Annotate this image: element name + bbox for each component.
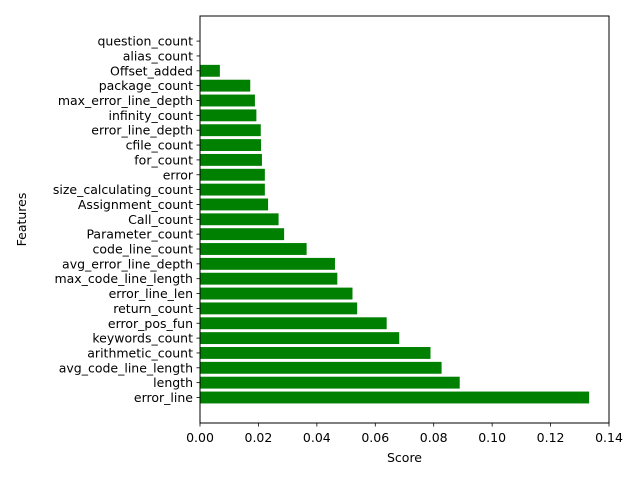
- bar-for_count: [200, 153, 262, 166]
- x-axis-ticks: 0.00 0.02 0.04 0.06 0.08 0.10 0.12 0.14: [186, 423, 623, 445]
- y-tick-label: max_code_line_length: [54, 271, 193, 286]
- y-tick-label: length: [153, 375, 193, 390]
- y-tick-label: arithmetic_count: [87, 345, 193, 360]
- bar-Assignment_count: [200, 198, 269, 211]
- x-tick-label: 0.02: [245, 430, 273, 445]
- y-tick-label: size_calculating_count: [53, 182, 193, 197]
- y-tick-label: error: [163, 167, 194, 182]
- bar-arithmetic_count: [200, 347, 431, 359]
- y-tick-label: code_line_count: [93, 242, 194, 257]
- y-tick-label: error_line_depth: [91, 123, 193, 138]
- x-tick-label: 0.00: [186, 430, 214, 445]
- x-tick-label: 0.08: [420, 430, 448, 445]
- bar-error: [200, 168, 265, 181]
- y-tick-label: Offset_added: [110, 63, 193, 78]
- bar-return_count: [200, 302, 358, 315]
- y-axis-ticks: error_linelengthavg_code_line_lengtharit…: [53, 34, 200, 405]
- y-tick-label: error_pos_fun: [108, 316, 193, 331]
- bar-infinity_count: [200, 109, 257, 122]
- y-tick-label: cfile_count: [126, 138, 194, 153]
- x-axis-label: Score: [387, 450, 422, 465]
- bar-Offset_added: [200, 64, 220, 77]
- bar-error_line_len: [200, 287, 353, 300]
- x-tick-label: 0.06: [361, 430, 389, 445]
- bar-keywords_count: [200, 332, 400, 345]
- y-tick-label: Assignment_count: [78, 197, 193, 212]
- x-tick-label: 0.04: [303, 430, 331, 445]
- y-tick-label: max_error_line_depth: [58, 93, 193, 108]
- y-tick-label: package_count: [99, 78, 193, 93]
- bar-error_line_depth: [200, 124, 261, 137]
- bar-cfile_count: [200, 139, 262, 151]
- bar-Parameter_count: [200, 228, 285, 241]
- x-tick-label: 0.14: [595, 430, 623, 445]
- bar-size_calculating_count: [200, 183, 265, 196]
- y-tick-label: keywords_count: [92, 331, 193, 346]
- y-tick-label: avg_error_line_depth: [62, 256, 193, 271]
- bar-length: [200, 376, 460, 389]
- plot-frame: [199, 15, 610, 424]
- y-tick-label: for_count: [134, 152, 193, 167]
- y-tick-label: Parameter_count: [86, 227, 193, 242]
- bar-Call_count: [200, 213, 279, 226]
- y-tick-label: Call_count: [128, 212, 193, 227]
- y-tick-label: error_line: [134, 390, 193, 405]
- bar-avg_error_line_depth: [200, 257, 335, 270]
- y-tick-label: error_line_len: [109, 286, 193, 301]
- bar-max_error_line_depth: [200, 94, 255, 107]
- y-axis-label: Features: [14, 193, 29, 247]
- bar-error_line: [200, 391, 590, 404]
- bars-group: [200, 64, 590, 404]
- y-tick-label: avg_code_line_length: [59, 360, 193, 375]
- bar-avg_code_line_length: [200, 361, 442, 374]
- y-tick-label: return_count: [113, 301, 193, 316]
- y-tick-label: alias_count: [123, 48, 193, 63]
- y-tick-label: infinity_count: [109, 108, 194, 123]
- bar-max_code_line_length: [200, 272, 338, 285]
- bar-error_pos_fun: [200, 317, 387, 330]
- bar-code_line_count: [200, 243, 307, 255]
- bar-package_count: [200, 79, 251, 92]
- y-tick-label: question_count: [97, 34, 193, 49]
- x-tick-label: 0.10: [478, 430, 506, 445]
- x-tick-label: 0.12: [537, 430, 565, 445]
